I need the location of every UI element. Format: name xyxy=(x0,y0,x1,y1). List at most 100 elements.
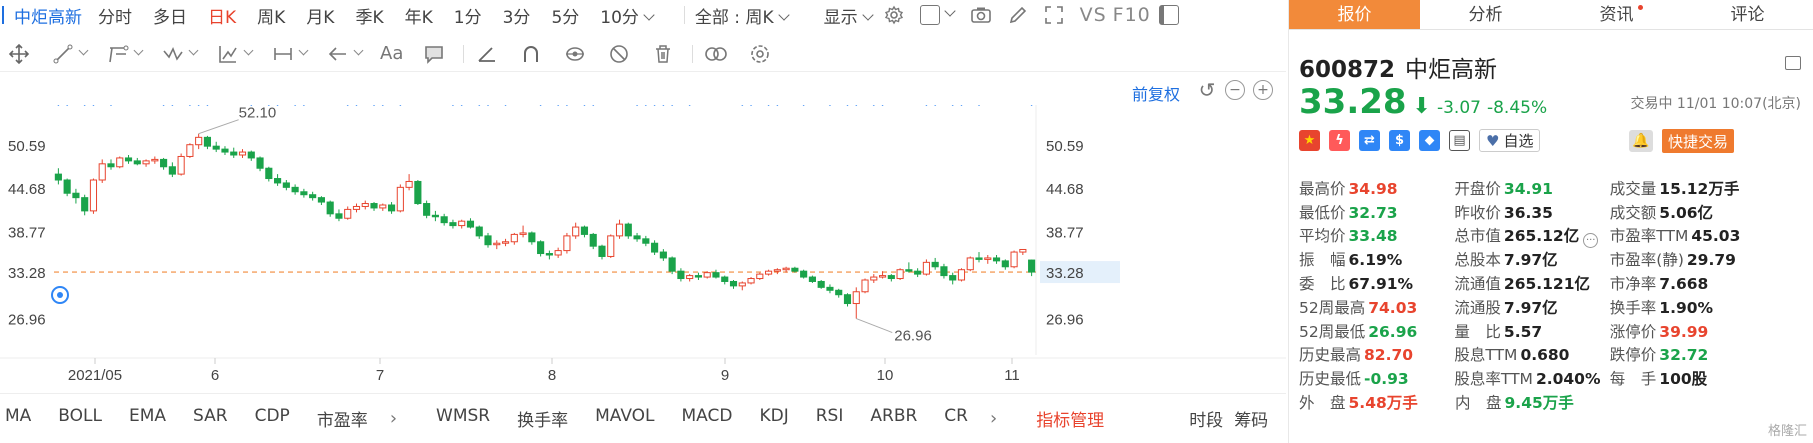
margin-icon[interactable]: ϟ xyxy=(1329,130,1350,151)
period-tab[interactable]: 月K xyxy=(306,7,335,28)
period-tab[interactable]: 周K xyxy=(257,7,286,28)
reset-icon[interactable]: ↺ xyxy=(1198,78,1216,102)
candle-body[interactable] xyxy=(89,179,98,212)
candle-body[interactable] xyxy=(63,179,71,194)
indicator-tab[interactable]: CDP xyxy=(254,406,290,426)
period-tab[interactable]: 5分 xyxy=(551,7,580,28)
candle-body[interactable] xyxy=(151,158,159,162)
candle-body[interactable] xyxy=(852,291,860,305)
candle-body[interactable] xyxy=(247,151,255,159)
candlestick-chart[interactable]: 50.59 50.59 44.68 44.68 38.77 38.77 33.28 33.28… xyxy=(0,105,1286,395)
candle-body[interactable] xyxy=(335,213,343,219)
period-tab[interactable]: 分时 xyxy=(98,7,132,28)
candle-body[interactable] xyxy=(914,270,922,275)
candle-body[interactable] xyxy=(949,275,957,281)
link-icon[interactable] xyxy=(703,43,729,65)
candle-body[interactable] xyxy=(116,157,124,168)
candle-body[interactable] xyxy=(545,253,553,256)
range-select[interactable]: 全部 : 周K xyxy=(695,3,788,28)
candle-body[interactable] xyxy=(212,145,220,150)
period-tab[interactable]: 日K xyxy=(208,7,237,28)
candle-body[interactable] xyxy=(659,251,667,259)
candle-body[interactable] xyxy=(475,226,483,237)
candle-body[interactable] xyxy=(352,205,361,210)
candle-body[interactable] xyxy=(1010,251,1018,268)
candle-body[interactable] xyxy=(1019,248,1027,253)
arrow-icon[interactable] xyxy=(325,43,362,65)
more-info-icon[interactable]: ··· xyxy=(1583,233,1599,249)
candle-body[interactable] xyxy=(756,273,764,280)
segment-button[interactable]: 时段 xyxy=(1189,411,1224,431)
quick-trade-button[interactable]: 快捷交易 xyxy=(1662,129,1734,153)
settings-icon[interactable] xyxy=(884,5,904,25)
bell-icon[interactable]: 🔔 xyxy=(1629,130,1653,152)
candle-body[interactable] xyxy=(396,186,404,212)
indicator-tab[interactable]: WMSR xyxy=(436,406,491,426)
candle-body[interactable] xyxy=(387,204,396,212)
candle-body[interactable] xyxy=(300,191,308,196)
candle-body[interactable] xyxy=(580,226,589,235)
quote-tab[interactable]: 资讯 xyxy=(1551,0,1682,29)
candle-body[interactable] xyxy=(160,158,168,168)
period-tab[interactable]: 多日 xyxy=(153,7,187,28)
candle-body[interactable] xyxy=(528,232,536,243)
candle-body[interactable] xyxy=(870,276,878,281)
candle-body[interactable] xyxy=(975,257,983,260)
candle-body[interactable] xyxy=(1001,260,1009,268)
candle-body[interactable] xyxy=(677,270,685,280)
indicator-manage-button[interactable]: 指标管理 xyxy=(1036,411,1105,431)
indicator-tab[interactable]: RSI xyxy=(815,406,844,426)
channel-icon[interactable] xyxy=(105,43,142,65)
candle-body[interactable] xyxy=(168,166,176,175)
candle-body[interactable] xyxy=(922,261,930,275)
dollar-icon[interactable]: $ xyxy=(1389,130,1410,151)
candle-body[interactable] xyxy=(633,235,641,240)
candle-body[interactable] xyxy=(344,208,352,219)
indicator-tab[interactable]: CR xyxy=(944,406,968,426)
settings-icon[interactable] xyxy=(747,43,773,65)
candle-body[interactable] xyxy=(440,216,448,224)
candle-body[interactable] xyxy=(142,160,150,165)
period-tab[interactable]: 季K xyxy=(355,7,384,28)
candle-body[interactable] xyxy=(651,242,659,253)
adjust-mode-button[interactable]: 前复权 xyxy=(1132,85,1181,104)
candle-body[interactable] xyxy=(747,278,755,284)
indicator-tab[interactable]: MA xyxy=(5,406,32,426)
chevron-right-icon[interactable]: › xyxy=(389,408,398,429)
angle-icon[interactable] xyxy=(474,43,500,65)
indicator-tab[interactable]: SAR xyxy=(193,406,228,426)
candle-body[interactable] xyxy=(782,267,790,271)
candle-body[interactable] xyxy=(309,194,317,199)
trash-icon[interactable] xyxy=(650,43,676,65)
measure-icon[interactable] xyxy=(270,43,307,65)
candle-body[interactable] xyxy=(931,261,939,268)
candle-body[interactable] xyxy=(458,220,466,227)
candle-body[interactable] xyxy=(405,180,413,188)
quote-tab[interactable]: 评论 xyxy=(1682,0,1813,29)
period-tab[interactable]: 1分 xyxy=(453,7,482,28)
hide-icon[interactable] xyxy=(606,43,632,65)
candle-body[interactable] xyxy=(107,163,115,168)
candle-body[interactable] xyxy=(361,203,369,207)
quote-tab[interactable]: 报价 xyxy=(1289,0,1420,29)
candle-body[interactable] xyxy=(221,148,229,153)
candle-body[interactable] xyxy=(484,235,492,246)
f10-button[interactable]: F10 xyxy=(1112,4,1151,26)
candle-body[interactable] xyxy=(124,157,133,162)
china-flag-icon[interactable]: ★ xyxy=(1299,130,1320,151)
candle-body[interactable] xyxy=(98,163,106,181)
candle-body[interactable] xyxy=(195,136,203,146)
wave-icon[interactable] xyxy=(160,43,197,65)
candle-body[interactable] xyxy=(54,173,62,181)
candle-body[interactable] xyxy=(940,266,948,277)
stock-name-tab[interactable]: 中炬高新 xyxy=(14,7,82,28)
candle-body[interactable] xyxy=(431,214,439,218)
candle-body[interactable] xyxy=(230,151,238,156)
candle-body[interactable] xyxy=(423,203,431,216)
candle-body[interactable] xyxy=(493,242,501,246)
candle-body[interactable] xyxy=(282,182,290,188)
candle-body[interactable] xyxy=(274,178,282,184)
candle-body[interactable] xyxy=(966,257,974,271)
add-watchlist-button[interactable]: ♥ 自选 xyxy=(1479,129,1541,152)
menu-icon[interactable] xyxy=(1785,56,1801,70)
